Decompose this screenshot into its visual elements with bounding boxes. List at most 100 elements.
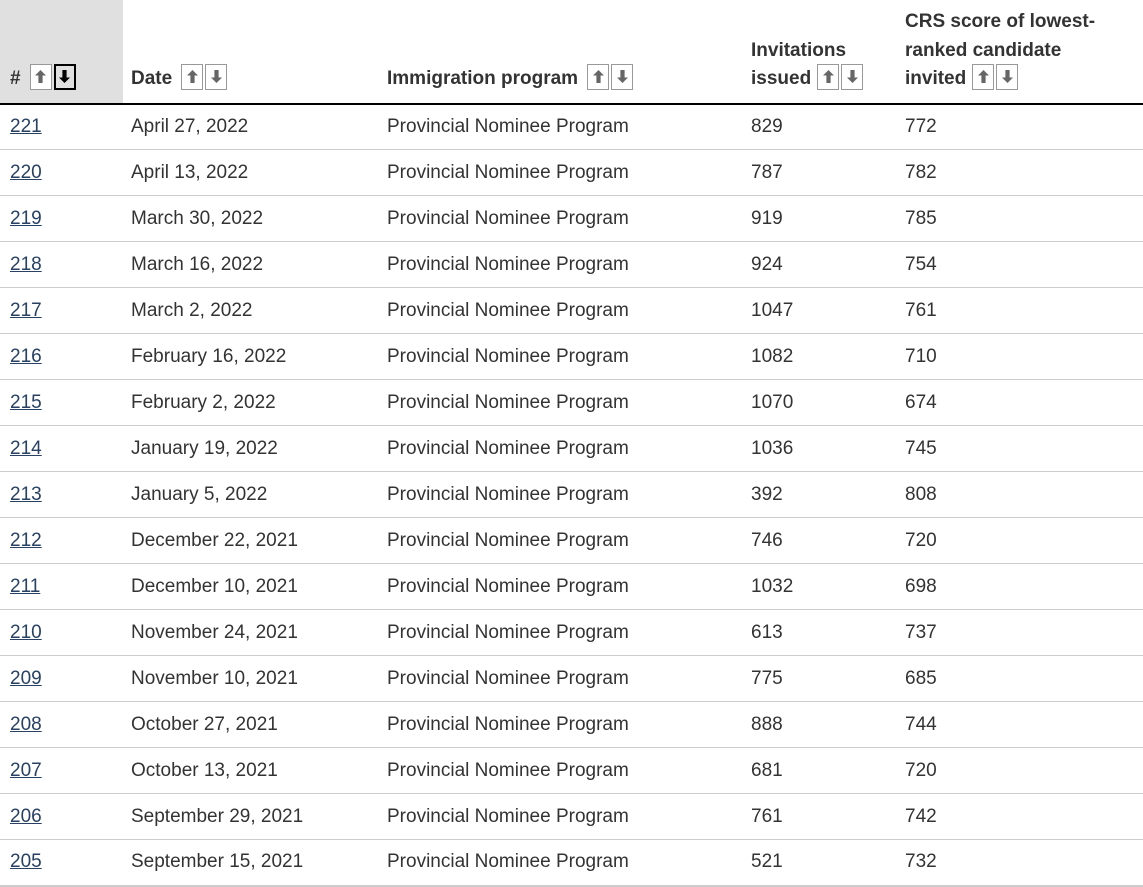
sort-controls-crs — [972, 63, 1019, 90]
cell-invitations: 521 — [743, 839, 897, 887]
sort-ascending-button-date[interactable] — [181, 63, 204, 90]
column-label-invitations-tail: issued — [751, 68, 812, 89]
sort-controls-number — [29, 63, 76, 90]
cell-draw-number: 221 — [0, 103, 123, 150]
table-row: 215 February 2, 2022 Provincial Nominee … — [0, 379, 1143, 426]
row-number-link[interactable]: 210 — [10, 621, 42, 643]
cell-crs: 698 — [897, 563, 1143, 610]
cell-date: October 27, 2021 — [123, 701, 379, 748]
cell-invitations: 392 — [743, 471, 897, 518]
table-row: 213 January 5, 2022 Provincial Nominee P… — [0, 471, 1143, 518]
table-row: 207 October 13, 2021 Provincial Nominee … — [0, 747, 1143, 794]
column-header-invitations: Invitations issued — [743, 0, 897, 105]
cell-program: Provincial Nominee Program — [379, 839, 743, 887]
row-number-link[interactable]: 221 — [10, 115, 42, 137]
column-label-program: Immigration program — [387, 68, 579, 89]
cell-date: November 24, 2021 — [123, 609, 379, 656]
cell-crs: 737 — [897, 609, 1143, 656]
arrow-up-icon — [35, 70, 47, 84]
arrow-up-icon — [977, 70, 989, 84]
cell-draw-number: 206 — [0, 793, 123, 840]
cell-crs: 744 — [897, 701, 1143, 748]
row-number-link[interactable]: 208 — [10, 713, 42, 735]
header-row: # Date Immigration program Invitations i… — [0, 0, 1143, 105]
row-number-link[interactable]: 212 — [10, 529, 42, 551]
cell-program: Provincial Nominee Program — [379, 425, 743, 472]
column-label-number: # — [10, 68, 21, 89]
row-number-link[interactable]: 218 — [10, 253, 42, 275]
row-number-link[interactable]: 220 — [10, 161, 42, 183]
cell-draw-number: 210 — [0, 609, 123, 656]
row-number-link[interactable]: 209 — [10, 667, 42, 689]
cell-invitations: 1032 — [743, 563, 897, 610]
sort-controls-invitations — [817, 63, 864, 90]
cell-crs: 674 — [897, 379, 1143, 426]
cell-invitations: 1082 — [743, 333, 897, 380]
row-number-link[interactable]: 215 — [10, 391, 42, 413]
cell-program: Provincial Nominee Program — [379, 149, 743, 196]
sort-descending-button-crs[interactable] — [996, 63, 1019, 90]
row-number-link[interactable]: 216 — [10, 345, 42, 367]
cell-date: January 19, 2022 — [123, 425, 379, 472]
sort-ascending-button-crs[interactable] — [972, 63, 995, 90]
cell-program: Provincial Nominee Program — [379, 241, 743, 288]
row-number-link[interactable]: 205 — [10, 851, 42, 873]
cell-invitations: 1036 — [743, 425, 897, 472]
table-row: 206 September 29, 2021 Provincial Nomine… — [0, 793, 1143, 840]
table-row: 214 January 19, 2022 Provincial Nominee … — [0, 425, 1143, 472]
cell-crs: 742 — [897, 793, 1143, 840]
cell-crs: 772 — [897, 103, 1143, 150]
sort-ascending-button-number[interactable] — [29, 63, 52, 90]
row-number-link[interactable]: 213 — [10, 483, 42, 505]
arrow-up-icon — [186, 70, 198, 84]
column-header-crs: CRS score of lowest-ranked candidate inv… — [897, 0, 1143, 105]
cell-invitations: 746 — [743, 517, 897, 564]
cell-date: January 5, 2022 — [123, 471, 379, 518]
cell-draw-number: 214 — [0, 425, 123, 472]
cell-date: March 2, 2022 — [123, 287, 379, 334]
sort-descending-button-number[interactable] — [53, 63, 76, 90]
cell-draw-number: 213 — [0, 471, 123, 518]
cell-crs: 754 — [897, 241, 1143, 288]
row-number-link[interactable]: 219 — [10, 207, 42, 229]
row-number-link[interactable]: 211 — [10, 575, 41, 597]
cell-program: Provincial Nominee Program — [379, 379, 743, 426]
row-number-link[interactable]: 206 — [10, 805, 42, 827]
cell-program: Provincial Nominee Program — [379, 471, 743, 518]
cell-invitations: 761 — [743, 793, 897, 840]
cell-date: November 10, 2021 — [123, 655, 379, 702]
cell-program: Provincial Nominee Program — [379, 517, 743, 564]
cell-date: March 30, 2022 — [123, 195, 379, 242]
table-row: 216 February 16, 2022 Provincial Nominee… — [0, 333, 1143, 380]
sort-descending-button-program[interactable] — [611, 63, 634, 90]
sort-controls-date — [181, 63, 228, 90]
table-header: # Date Immigration program Invitations i… — [0, 0, 1143, 105]
cell-date: April 13, 2022 — [123, 149, 379, 196]
cell-invitations: 787 — [743, 149, 897, 196]
cell-crs: 720 — [897, 517, 1143, 564]
sort-ascending-button-invitations[interactable] — [817, 63, 840, 90]
row-number-link[interactable]: 217 — [10, 299, 42, 321]
row-number-link[interactable]: 207 — [10, 759, 42, 781]
cell-program: Provincial Nominee Program — [379, 655, 743, 702]
cell-draw-number: 215 — [0, 379, 123, 426]
cell-crs: 761 — [897, 287, 1143, 334]
cell-invitations: 1070 — [743, 379, 897, 426]
arrow-down-icon — [846, 70, 858, 84]
table-row: 218 March 16, 2022 Provincial Nominee Pr… — [0, 241, 1143, 288]
cell-program: Provincial Nominee Program — [379, 287, 743, 334]
sort-descending-button-date[interactable] — [205, 63, 228, 90]
cell-date: December 22, 2021 — [123, 517, 379, 564]
cell-program: Provincial Nominee Program — [379, 195, 743, 242]
row-number-link[interactable]: 214 — [10, 437, 42, 459]
sort-descending-button-invitations[interactable] — [841, 63, 864, 90]
cell-crs: 685 — [897, 655, 1143, 702]
cell-crs: 720 — [897, 747, 1143, 794]
cell-program: Provincial Nominee Program — [379, 793, 743, 840]
cell-date: February 16, 2022 — [123, 333, 379, 380]
cell-draw-number: 212 — [0, 517, 123, 564]
cell-draw-number: 220 — [0, 149, 123, 196]
sort-ascending-button-program[interactable] — [587, 63, 610, 90]
